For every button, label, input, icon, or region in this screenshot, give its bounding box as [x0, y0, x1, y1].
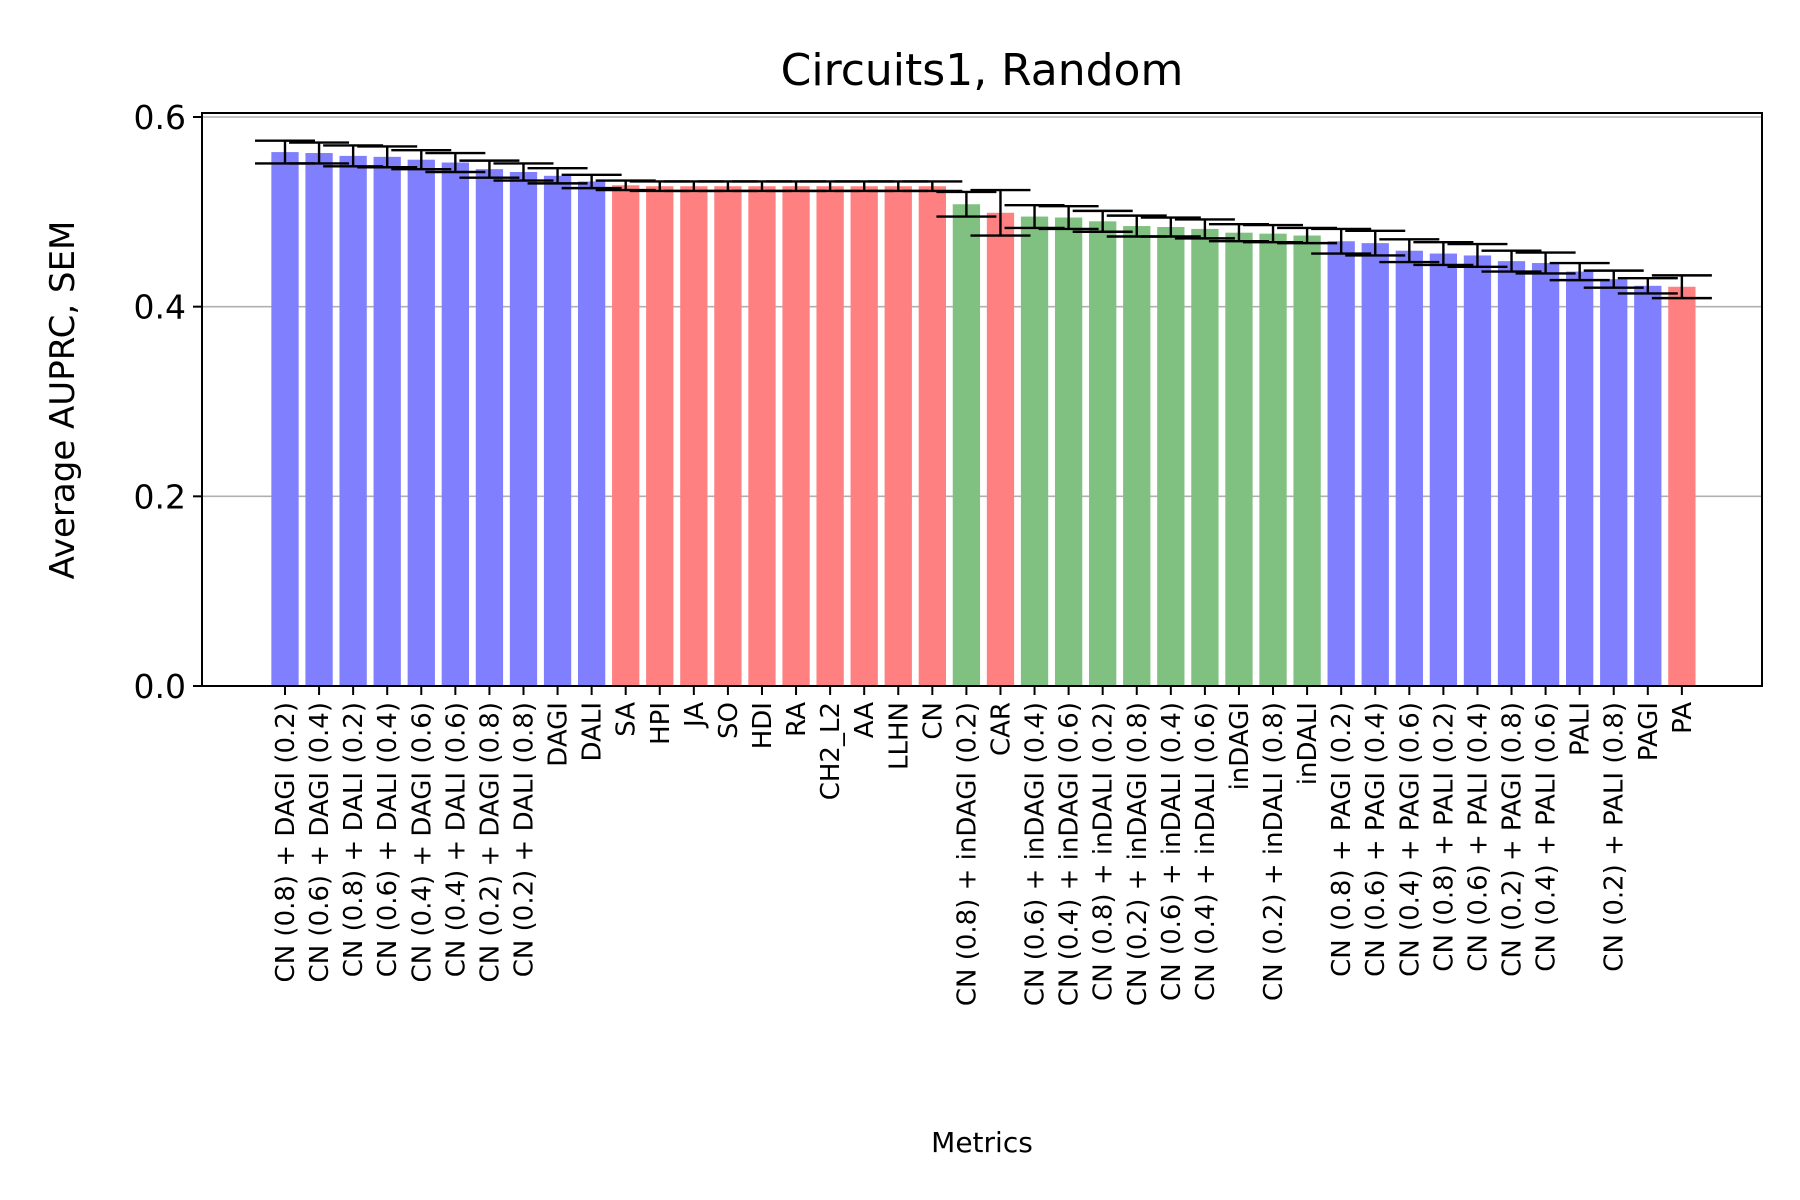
x-tick-label: CAR [986, 702, 1016, 756]
bar [850, 186, 878, 686]
x-tick-label: PALI [1566, 702, 1596, 756]
bar [1191, 228, 1219, 687]
x-tick-label: DALI [578, 702, 608, 762]
x-tick-label: CH2_L2 [816, 702, 846, 800]
bar [1259, 233, 1287, 686]
bar [1566, 271, 1594, 686]
bar [577, 181, 606, 686]
x-tick-label: HPI [646, 702, 676, 745]
x-tick-label: CN (0.6) + DAGI (0.4) [305, 702, 335, 982]
bar [271, 152, 299, 687]
bar [305, 153, 333, 686]
x-tick-label: CN (0.8) + PALI (0.2) [1429, 702, 1459, 972]
x-tick-label: inDALI [1293, 702, 1323, 785]
x-tick-label: PAGI [1634, 702, 1664, 761]
x-tick-label: SA [612, 702, 642, 737]
y-tick-label: 0.2 [134, 477, 186, 516]
bar [441, 162, 469, 686]
bar [1395, 250, 1423, 686]
bar [680, 186, 708, 686]
x-tick-label: CN (0.4) + inDALI (0.6) [1191, 702, 1221, 1001]
bar [1157, 227, 1185, 687]
y-tick-label: 0.4 [134, 288, 186, 327]
bar [986, 212, 1015, 686]
bar [646, 186, 674, 686]
bar [884, 186, 912, 686]
x-tick-label: CN (0.4) + PAGI (0.6) [1395, 702, 1425, 977]
x-tick-label: CN (0.8) + DALI (0.2) [339, 702, 369, 977]
grid-lines [202, 116, 1762, 498]
bar [1089, 221, 1117, 687]
x-axis-label: Metrics [931, 1126, 1033, 1159]
bar [1293, 235, 1321, 686]
x-tick-label: CN (0.2) + DAGI (0.8) [475, 702, 505, 982]
bar [1531, 263, 1560, 686]
bar [1429, 253, 1458, 686]
bar [1327, 241, 1355, 686]
y-axis-label: Average AUPRC, SEM [43, 221, 83, 580]
x-tick-label: CN (0.4) + inDAGI (0.6) [1055, 702, 1085, 1006]
bar [1497, 261, 1526, 686]
x-tick-label: CN (0.4) + DAGI (0.6) [407, 702, 437, 982]
x-tick-label: CN (0.8) + inDAGI (0.2) [952, 702, 982, 1006]
bar [373, 156, 401, 686]
x-tick-label: CN (0.2) + inDALI (0.8) [1259, 702, 1289, 1001]
chart-title: Circuits1, Random [781, 45, 1184, 96]
x-tick-label: CN [918, 702, 948, 740]
y-tick-label: 0.0 [134, 667, 186, 706]
x-tick-label: CN (0.2) + PALI (0.8) [1600, 702, 1630, 972]
bar [1668, 286, 1696, 686]
x-tick-label: SO [714, 702, 744, 739]
bar [475, 169, 504, 687]
x-axis-ticks: CN (0.8) + DAGI (0.2) CN (0.6) + DAGI (0.… [271, 686, 1698, 1006]
bar [612, 185, 640, 686]
plot-area-frame [201, 112, 1763, 687]
bars [271, 152, 1696, 687]
bar [543, 175, 572, 686]
x-tick-label: CN (0.6) + PAGI (0.4) [1361, 702, 1391, 977]
x-tick-label: CN (0.4) + DALI (0.6) [441, 702, 471, 977]
error-bars [255, 139, 1712, 300]
x-tick-label: CN (0.8) + PAGI (0.2) [1327, 702, 1357, 977]
x-tick-label: CN (0.2) + inDAGI (0.8) [1123, 702, 1153, 1006]
x-tick-label: HDI [748, 702, 778, 749]
y-axis-ticks: 0.0 0.2 0.4 0.6 [134, 98, 202, 706]
bar [1600, 279, 1628, 686]
x-tick-label: RA [782, 702, 812, 737]
x-tick-label: CN (0.6) + PALI (0.4) [1463, 702, 1493, 972]
bar [339, 155, 367, 687]
bar [714, 186, 742, 686]
bar [816, 186, 844, 686]
bar [1463, 255, 1492, 686]
x-tick-label: CN (0.4) + PALI (0.6) [1532, 702, 1562, 972]
x-tick-label: CN (0.6) + inDAGI (0.4) [1021, 702, 1051, 1006]
x-tick-label: CN (0.8) + DAGI (0.2) [271, 702, 301, 982]
bar [1634, 285, 1662, 686]
y-tick-label: 0.6 [134, 98, 186, 137]
bar [782, 186, 810, 686]
bar [509, 172, 538, 687]
x-tick-label: CN (0.6) + inDALI (0.4) [1157, 702, 1187, 1001]
bar [748, 186, 776, 686]
bar [918, 186, 946, 686]
x-tick-label: DAGI [544, 702, 574, 767]
bar [1020, 216, 1049, 686]
bar [1225, 232, 1253, 687]
bar [407, 159, 435, 687]
x-tick-label: PA [1668, 702, 1698, 734]
bar [952, 204, 981, 686]
x-tick-label: inDAGI [1225, 702, 1255, 790]
x-tick-label: CN (0.2) + PAGI (0.8) [1498, 702, 1528, 977]
x-tick-label: CN (0.6) + DALI (0.4) [373, 702, 403, 977]
bar [1123, 226, 1151, 686]
bar [1361, 243, 1389, 686]
x-tick-label: AA [850, 702, 880, 739]
bar [1054, 217, 1083, 687]
x-tick-label: LLHN [884, 702, 914, 770]
x-tick-label: CN (0.2) + DALI (0.8) [509, 702, 539, 977]
x-tick-label: CN (0.8) + inDALI (0.2) [1089, 702, 1119, 1001]
x-tick-label: JA [680, 702, 710, 729]
